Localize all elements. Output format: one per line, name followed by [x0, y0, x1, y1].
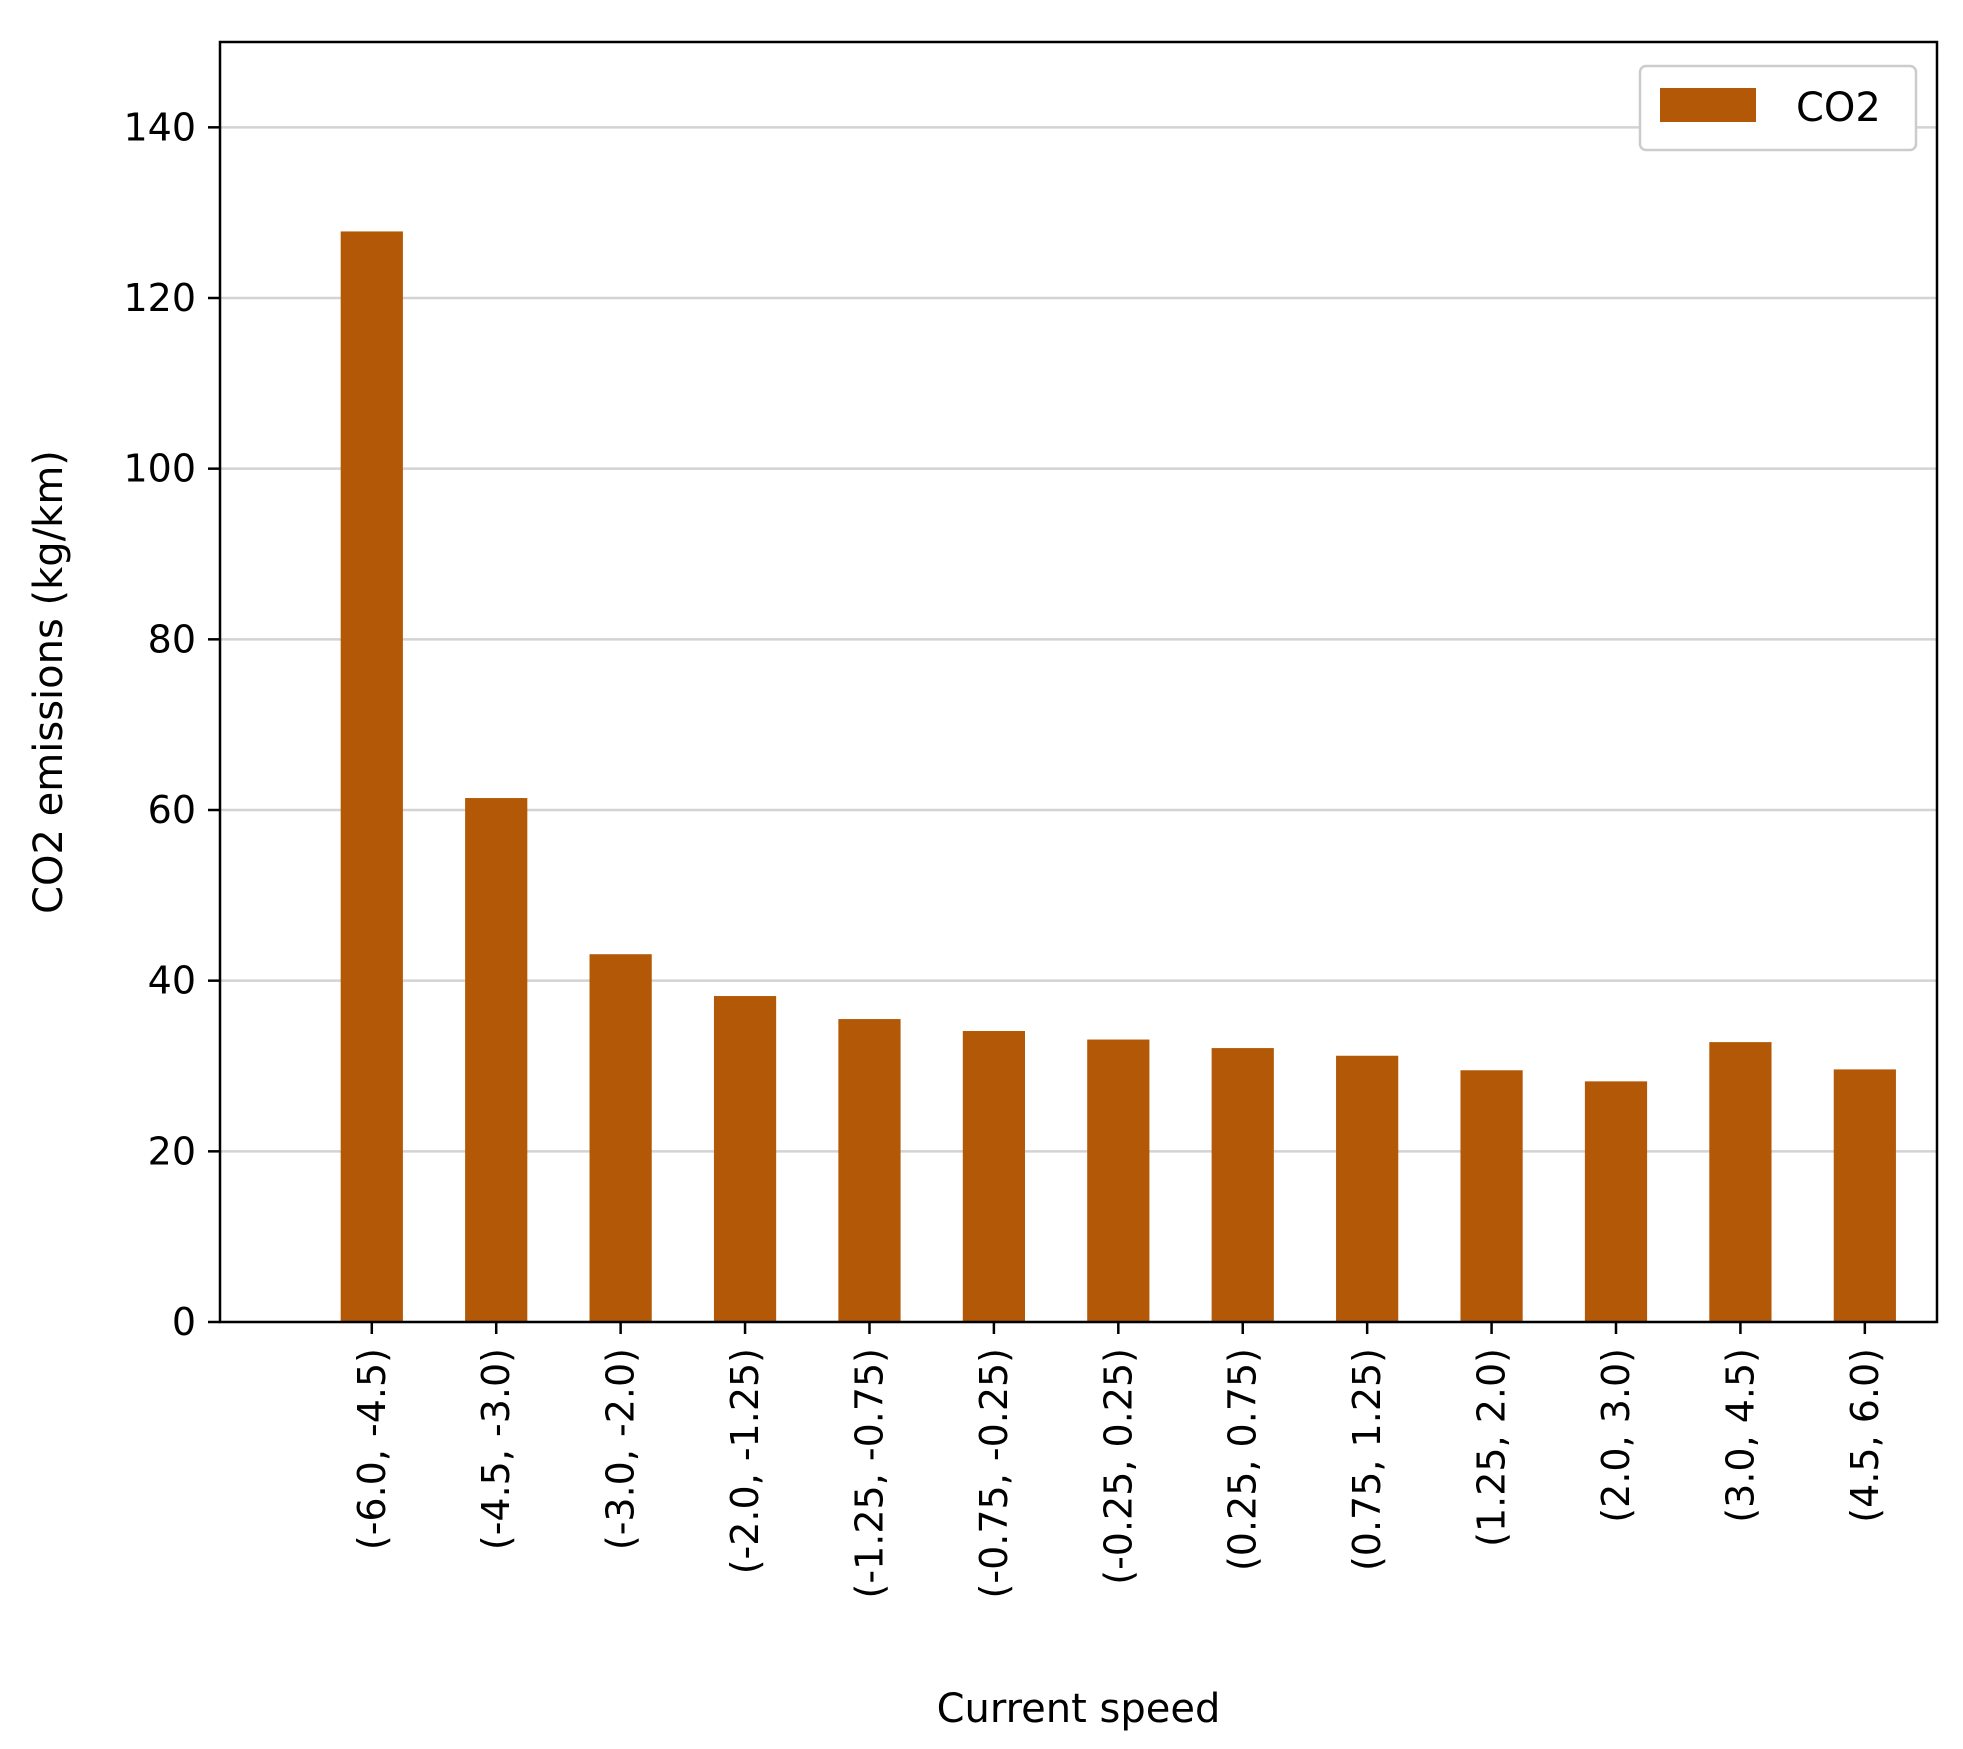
y-tick-label-60: 60 [148, 788, 196, 832]
x-axis-title: Current speed [937, 1686, 1221, 1732]
bar-7 [1211, 1048, 1274, 1322]
legend-frame [1638, 64, 1918, 152]
y-axis-title: CO2 emissions (kg/km) [26, 450, 72, 914]
y-tick-label-140: 140 [123, 105, 196, 149]
x-tick-label-0: (-6.0, -4.5) [350, 1348, 394, 1550]
y-tick-label-100: 100 [123, 447, 196, 491]
y-tick-label-40: 40 [148, 959, 196, 1003]
x-tick-label-1: (-4.5, -3.0) [474, 1348, 518, 1550]
bar-3 [713, 996, 777, 1322]
plot-area-frame [218, 40, 1939, 1324]
bar-4 [838, 1019, 901, 1322]
legend-label-co2: CO2 [1796, 85, 1881, 131]
x-tick-label-7: (0.25, 0.75) [1221, 1348, 1265, 1571]
x-axis: (-6.0, -4.5) (-4.5, -3.0) (-3.0, -2.0) (-2.… [350, 1322, 1887, 1598]
bar-8 [1336, 1055, 1399, 1322]
x-tick-label-4: (-1.25, -0.75) [847, 1348, 891, 1598]
bar-6 [1087, 1039, 1150, 1322]
bar-9 [1460, 1070, 1523, 1322]
x-tick-label-9: (1.25, 2.0) [1470, 1348, 1514, 1547]
legend: CO2 [1638, 64, 1918, 152]
x-tick-label-5: (-0.75, -0.25) [972, 1348, 1016, 1598]
bar-5 [962, 1031, 1025, 1322]
bar-2 [589, 954, 652, 1322]
bar-0 [340, 231, 403, 1323]
x-tick-label-8: (0.75, 1.25) [1345, 1348, 1389, 1571]
x-tick-label-10: (2.0, 3.0) [1594, 1348, 1638, 1523]
bar-1 [465, 798, 528, 1322]
y-tick-label-120: 120 [123, 276, 196, 320]
x-tick-label-12: (4.5, 6.0) [1843, 1348, 1887, 1523]
legend-swatch-co2 [1660, 88, 1756, 122]
bar-12 [1833, 1069, 1896, 1322]
x-tick-label-11: (3.0, 4.5) [1718, 1348, 1762, 1523]
y-axis: 0 20 40 60 80 100 120 140 [123, 105, 220, 1344]
x-tick-label-3: (-2.0, -1.25) [723, 1348, 767, 1574]
bars [340, 231, 1896, 1323]
y-tick-label-80: 80 [148, 617, 196, 661]
x-tick-label-6: (-0.25, 0.25) [1096, 1348, 1140, 1585]
bar-10 [1584, 1081, 1648, 1322]
x-tick-label-2: (-3.0, -2.0) [599, 1348, 643, 1550]
bar-11 [1709, 1042, 1772, 1322]
y-tick-label-20: 20 [148, 1129, 196, 1173]
y-tick-label-0: 0 [172, 1300, 196, 1344]
